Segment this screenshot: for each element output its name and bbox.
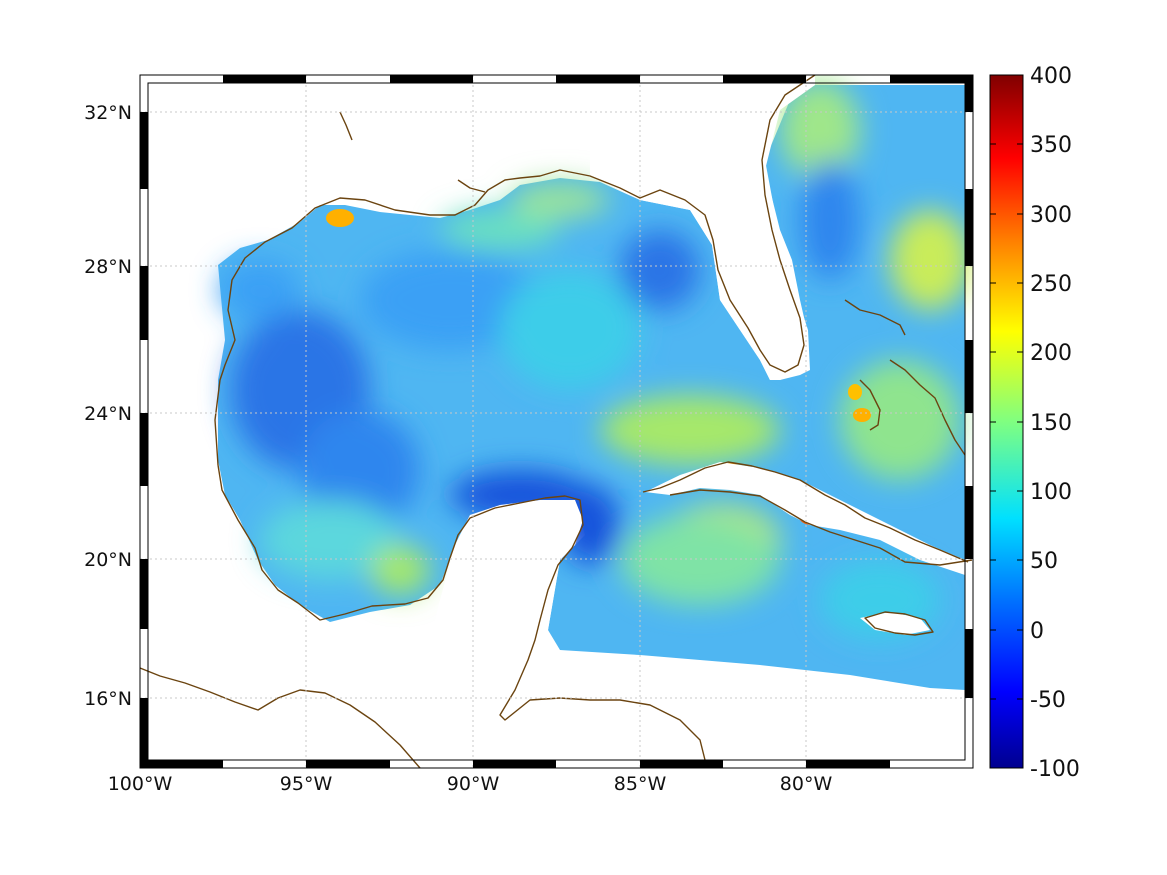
colorbar-label: 50 bbox=[1030, 549, 1058, 574]
grid-lines bbox=[140, 75, 973, 768]
x-tick-label: 100°W bbox=[108, 773, 173, 795]
colorbar-label: 200 bbox=[1030, 341, 1072, 366]
x-axis-labels: 100°W 95°W 90°W 85°W 80°W bbox=[108, 773, 833, 795]
data-field bbox=[140, 75, 970, 768]
colorbar-label: -100 bbox=[1030, 757, 1080, 782]
colorbar-label: 300 bbox=[1030, 203, 1072, 228]
colorbar-ticks bbox=[990, 143, 1023, 700]
x-tick-label: 80°W bbox=[780, 773, 833, 795]
y-tick-label: 24°N bbox=[84, 403, 132, 425]
colorbar-label: -50 bbox=[1030, 688, 1066, 713]
y-tick-label: 16°N bbox=[84, 688, 132, 710]
x-tick-label: 90°W bbox=[447, 773, 500, 795]
colorbar-label: 400 bbox=[1030, 64, 1072, 89]
colorbar-label: 150 bbox=[1030, 411, 1072, 436]
colorbar-label: 350 bbox=[1030, 133, 1072, 158]
map-frame bbox=[139, 74, 974, 769]
x-tick-label: 85°W bbox=[614, 773, 667, 795]
colorbar-labels: 400 350 300 250 200 150 100 50 0 -50 -10… bbox=[1030, 64, 1080, 782]
y-tick-label: 20°N bbox=[84, 549, 132, 571]
y-axis-labels: 32°N 28°N 24°N 20°N 16°N bbox=[84, 102, 132, 710]
x-tick-label: 95°W bbox=[280, 773, 333, 795]
colorbar: 400 350 300 250 200 150 100 50 0 -50 -10… bbox=[989, 64, 1080, 782]
colorbar-label: 0 bbox=[1030, 619, 1044, 644]
colorbar-label: 100 bbox=[1030, 480, 1072, 505]
y-tick-label: 28°N bbox=[84, 256, 132, 278]
coastline bbox=[139, 74, 973, 769]
colorbar-label: 250 bbox=[1030, 272, 1072, 297]
y-tick-label: 32°N bbox=[84, 102, 132, 124]
